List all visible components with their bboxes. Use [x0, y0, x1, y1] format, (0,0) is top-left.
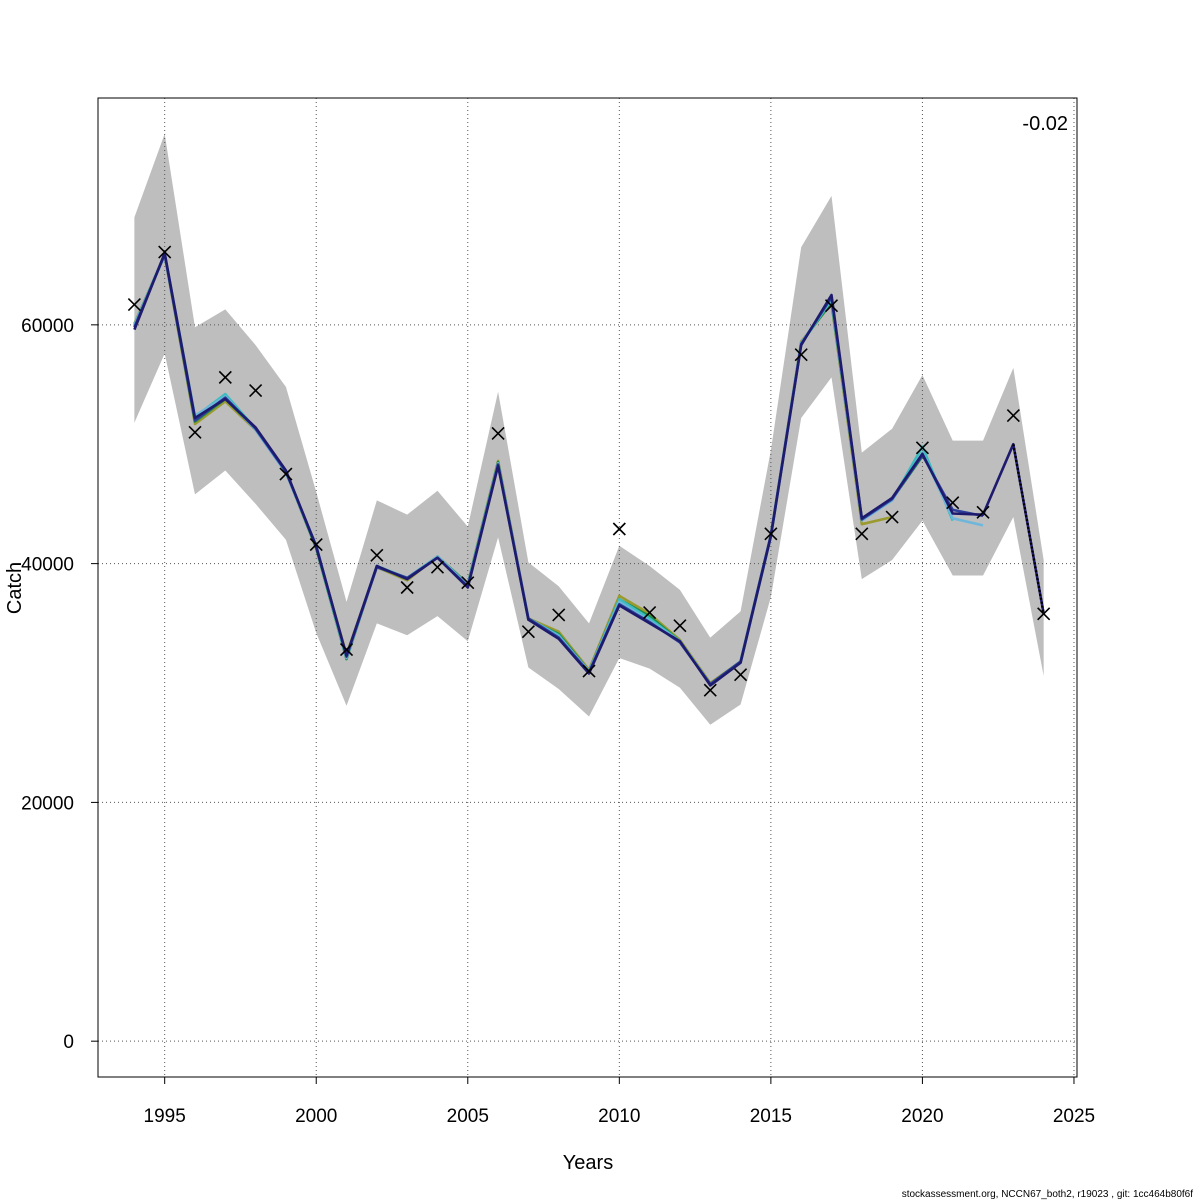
x-tick-label-2025: 2025: [1053, 1106, 1095, 1127]
observed-point-2019: [885, 510, 899, 524]
footer-note: stockassessment.org, NCCN67_both2, r1902…: [902, 1189, 1193, 1200]
observed-point-2018: [855, 527, 869, 541]
observed-point-2016: [794, 348, 808, 362]
y-tick-label-20000: 20000: [21, 793, 74, 814]
observed-point-2024: [1037, 607, 1051, 621]
observed-point-2003: [400, 580, 414, 595]
observed-point-stroke-b: [491, 426, 505, 441]
observed-point-stroke-b: [188, 425, 202, 439]
series-layer: [133, 251, 1045, 687]
observed-point-1996: [188, 425, 202, 439]
annotation-value: -0.02: [1022, 113, 1068, 135]
observed-point-2012: [673, 619, 687, 633]
observed-point-stroke-b: [764, 527, 778, 541]
observed-point-2008: [552, 608, 566, 622]
observed-point-2021: [946, 496, 960, 510]
observed-point-2011: [643, 606, 657, 620]
y-tick-label-60000: 60000: [21, 316, 74, 337]
observed-point-stroke-b: [643, 606, 657, 620]
observed-point-stroke-b: [218, 370, 232, 384]
observed-point-stroke-b: [915, 441, 929, 455]
observed-point-2013: [703, 683, 717, 697]
observed-point-1994: [127, 297, 141, 312]
observed-point-stroke-b: [612, 522, 626, 536]
forecast-segment: [1012, 444, 1045, 614]
observed-point-stroke-b: [461, 576, 475, 590]
observed-point-stroke-b: [249, 383, 263, 398]
x-tick-label-2010: 2010: [598, 1106, 640, 1127]
axis-layer: 1995 2000 2005 2010 2015 2020 2025 0 20000 40000 6…: [21, 316, 1095, 1127]
observed-point-stroke-b: [127, 297, 141, 312]
confidence-band: [134, 133, 1044, 725]
observed-point-stroke-b: [733, 668, 748, 682]
x-tick-label-2020: 2020: [901, 1106, 943, 1127]
observed-point-2017: [824, 299, 839, 313]
y-tick-label-40000: 40000: [21, 555, 74, 576]
x-tick-label-2015: 2015: [750, 1106, 792, 1127]
x-axis-title: Years: [563, 1152, 613, 1174]
observed-point-stroke-b: [673, 619, 687, 633]
observed-point-stroke-b: [885, 510, 899, 524]
observed-point-2001: [339, 643, 354, 657]
observed-point-stroke-b: [309, 537, 323, 552]
y-tick-label-0: 0: [63, 1032, 74, 1053]
observed-point-2006: [491, 426, 505, 441]
observed-point-2002: [370, 548, 384, 562]
observed-point-1997: [218, 370, 232, 384]
observed-point-stroke-b: [552, 608, 566, 622]
observed-point-2015: [764, 527, 778, 541]
observed-point-2007: [521, 625, 535, 639]
observed-point-1998: [249, 383, 263, 398]
observed-point-stroke-b: [430, 560, 445, 574]
observed-point-2004: [430, 560, 445, 574]
observed-points-layer: [127, 245, 1051, 697]
observed-point-2014: [733, 668, 748, 682]
observed-point-stroke-b: [370, 548, 384, 562]
observed-point-2023: [1006, 409, 1020, 423]
observed-point-stroke-b: [279, 467, 293, 481]
observed-point-1995: [158, 245, 172, 259]
observed-point-stroke-b: [521, 625, 535, 639]
observed-point-2022: [976, 505, 990, 519]
observed-point-stroke-b: [339, 643, 354, 657]
observed-point-stroke-b: [703, 683, 717, 697]
y-axis-title: Catch: [4, 562, 26, 614]
observed-point-stroke-b: [400, 580, 414, 595]
observed-point-2009: [582, 664, 596, 678]
observed-point-stroke-b: [946, 496, 960, 510]
x-tick-label-2005: 2005: [447, 1106, 489, 1127]
x-tick-label-2000: 2000: [295, 1106, 337, 1127]
observed-point-stroke-b: [582, 664, 596, 678]
x-tick-label-1995: 1995: [144, 1106, 186, 1127]
observed-point-stroke-b: [824, 299, 839, 313]
observed-point-1999: [279, 467, 293, 481]
observed-point-stroke-b: [976, 505, 990, 519]
observed-point-2000: [309, 537, 323, 552]
observed-point-2020: [915, 441, 929, 455]
observed-point-stroke-b: [794, 348, 808, 362]
observed-point-stroke-b: [855, 527, 869, 541]
observed-point-2005: [461, 576, 475, 590]
observed-point-2010: [612, 522, 626, 536]
observed-point-stroke-b: [158, 245, 172, 259]
observed-point-stroke-b: [1037, 607, 1051, 621]
confidence-band-layer: [134, 133, 1044, 725]
observed-point-stroke-b: [1006, 409, 1020, 423]
series-line-run-2024: [133, 251, 1045, 687]
